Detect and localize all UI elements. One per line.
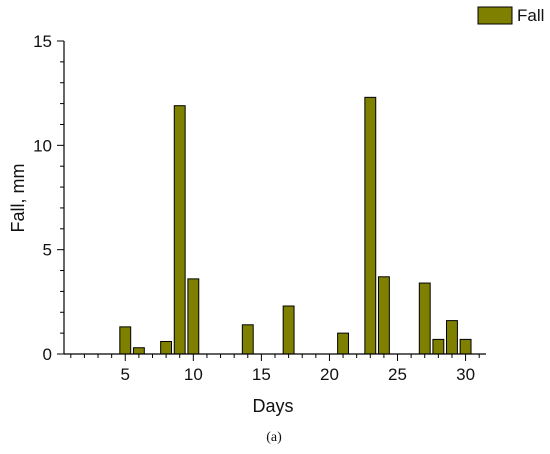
figure-caption: (a) bbox=[266, 430, 282, 445]
x-tick-label: 15 bbox=[252, 365, 271, 384]
x-tick-label: 20 bbox=[320, 365, 339, 384]
y-tick-label: 5 bbox=[43, 241, 52, 260]
x-tick-label: 25 bbox=[388, 365, 407, 384]
legend-swatch bbox=[477, 6, 513, 25]
axes-group bbox=[57, 40, 486, 361]
x-tick-label: 30 bbox=[456, 365, 475, 384]
x-tick-label: 10 bbox=[184, 365, 203, 384]
bar-day-24 bbox=[377, 276, 390, 355]
y-axis-title: Fall, mm bbox=[8, 164, 28, 233]
bar-day-14 bbox=[241, 324, 254, 355]
bar-day-23 bbox=[364, 96, 377, 355]
bar-day-6 bbox=[132, 347, 145, 355]
bar-day-27 bbox=[418, 282, 431, 355]
bars-group bbox=[119, 96, 472, 355]
bar-day-8 bbox=[160, 340, 173, 355]
tick-labels-group: 5 10 15 20 25 30 0 5 10 15 bbox=[33, 32, 475, 384]
bar-day-5 bbox=[119, 326, 132, 355]
y-tick-label: 10 bbox=[33, 136, 52, 155]
legend: Fall bbox=[477, 6, 544, 25]
x-tick-label: 5 bbox=[121, 365, 130, 384]
y-tick-label: 0 bbox=[43, 345, 52, 364]
x-axis-title: Days bbox=[252, 396, 293, 416]
bar-day-29 bbox=[446, 320, 458, 355]
y-tick-label: 15 bbox=[33, 32, 52, 51]
bar-day-28 bbox=[432, 338, 445, 355]
bar-day-9 bbox=[173, 105, 186, 355]
legend-label: Fall bbox=[517, 6, 544, 25]
bar-day-10 bbox=[187, 278, 200, 355]
bar-day-21 bbox=[337, 332, 350, 355]
bar-day-17 bbox=[282, 305, 295, 355]
bar-day-30 bbox=[459, 338, 472, 355]
